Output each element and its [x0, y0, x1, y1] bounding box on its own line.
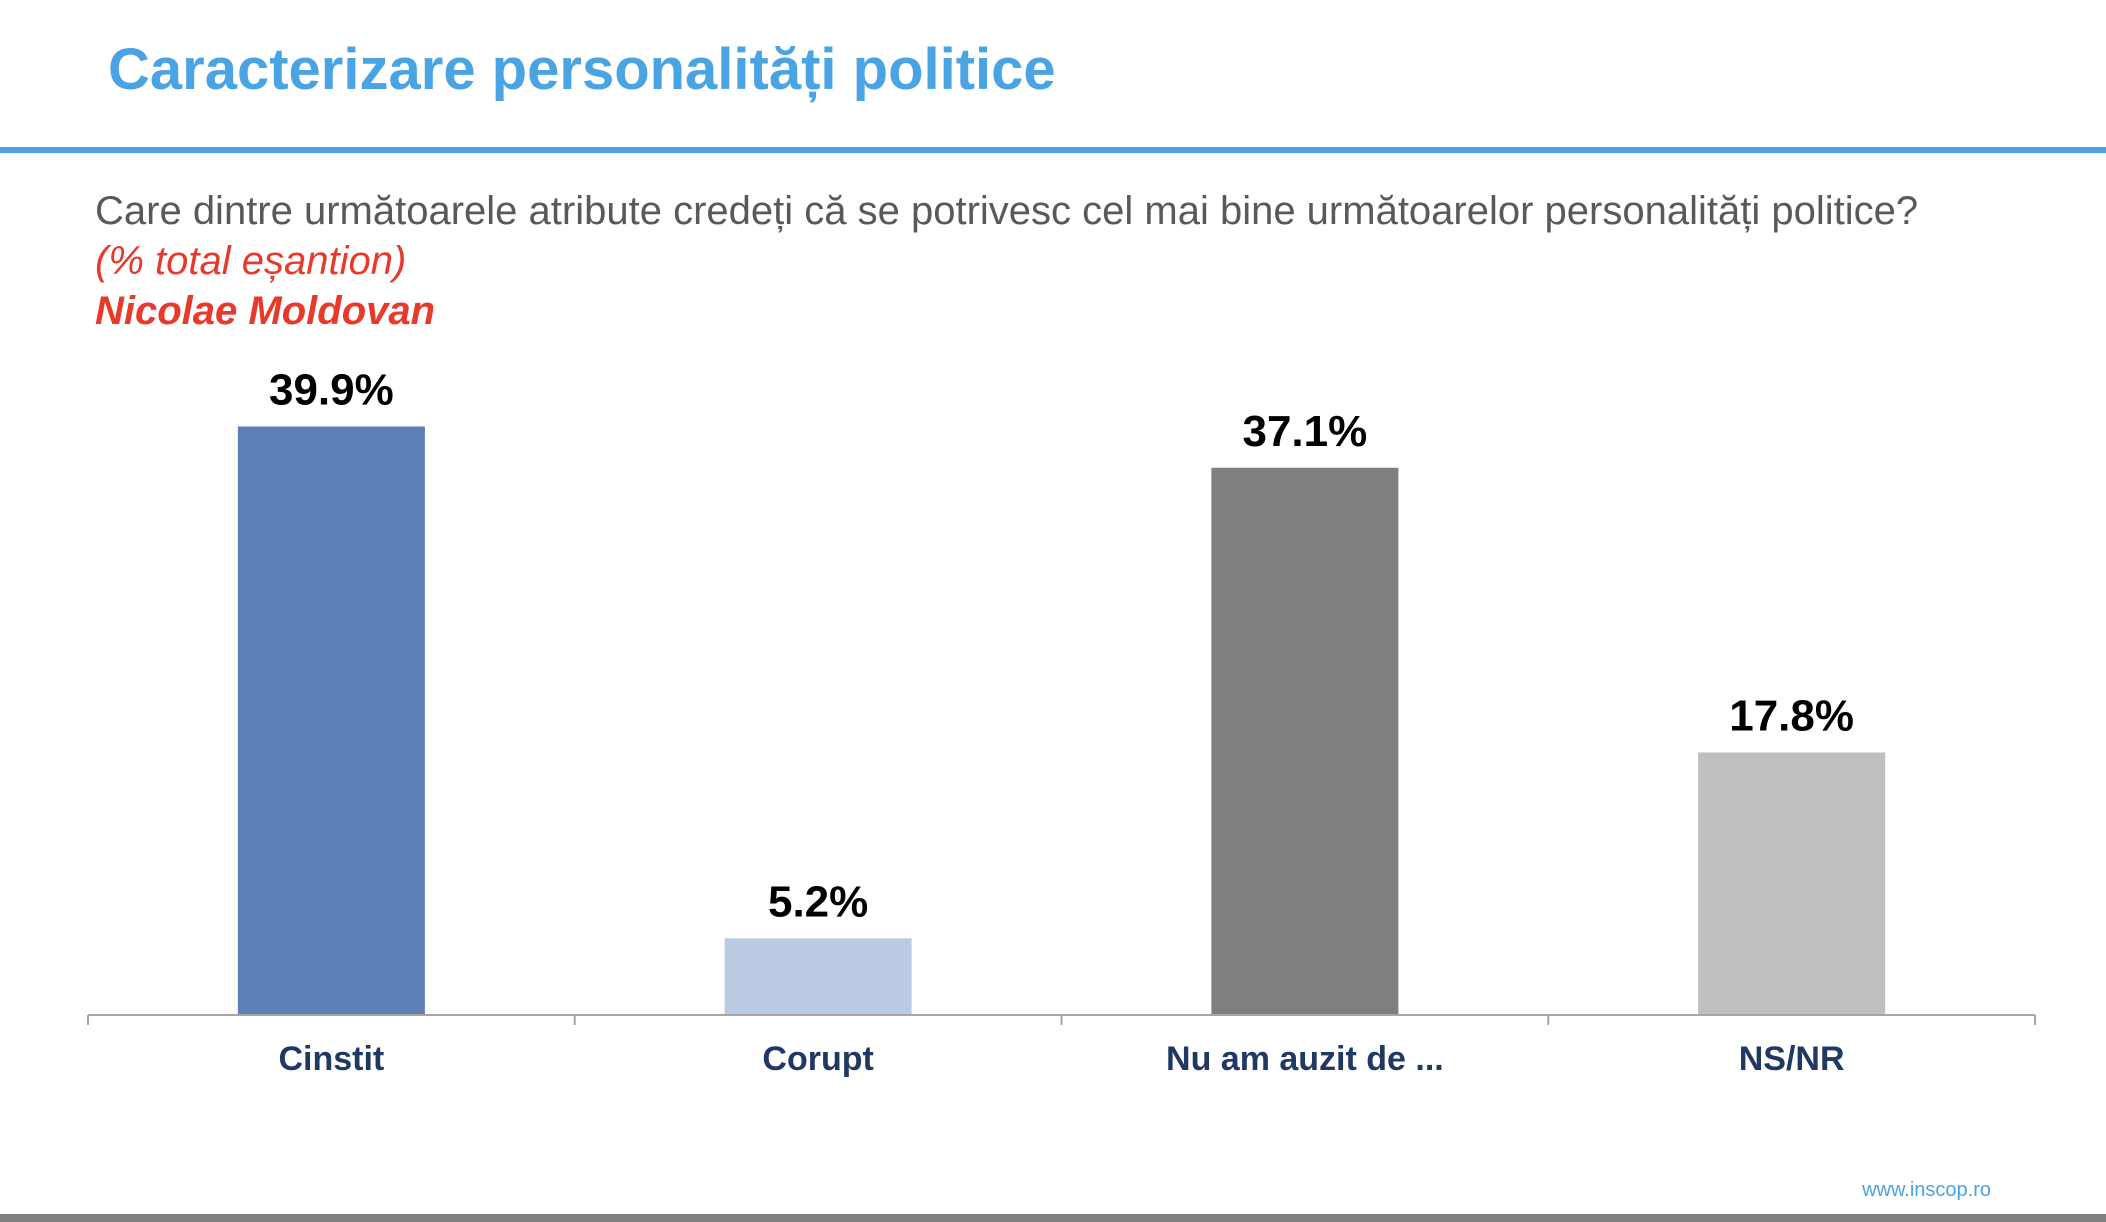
footer-band: [0, 1214, 2106, 1222]
bar-1: [237, 426, 425, 1016]
bar-3: [1211, 467, 1399, 1015]
category-label: Cinstit: [278, 1040, 384, 1078]
data-label: 37.1%: [1242, 407, 1367, 456]
title-divider: [0, 147, 2106, 153]
category-label: NS/NR: [1739, 1040, 1845, 1078]
sample-note: (% total eșantion): [95, 239, 407, 283]
page-title: Caracterizare personalități politice: [108, 37, 1056, 102]
category-label: Corupt: [762, 1040, 873, 1078]
x-axis: [87, 1014, 2036, 1025]
data-label: 39.9%: [269, 365, 394, 414]
bar-2: [724, 938, 912, 1015]
chart-bars: [237, 426, 1886, 1016]
category-label: Nu am auzit de ...: [1166, 1040, 1444, 1078]
footer-url[interactable]: www.inscop.ro: [1862, 1179, 1991, 1201]
data-label: 17.8%: [1729, 691, 1854, 740]
politician-name: Nicolae Moldovan: [95, 289, 436, 333]
x-axis-tick-labels: Cinstit Corupt Nu am auzit de ... NS/NR: [278, 1040, 1844, 1078]
data-label: 5.2%: [768, 877, 868, 926]
survey-question: Care dintre următoarele atribute credeți…: [95, 189, 1919, 233]
bar-4: [1698, 752, 1886, 1015]
chart-value-labels: 39.9% 5.2% 37.1% 17.8%: [269, 365, 1854, 926]
